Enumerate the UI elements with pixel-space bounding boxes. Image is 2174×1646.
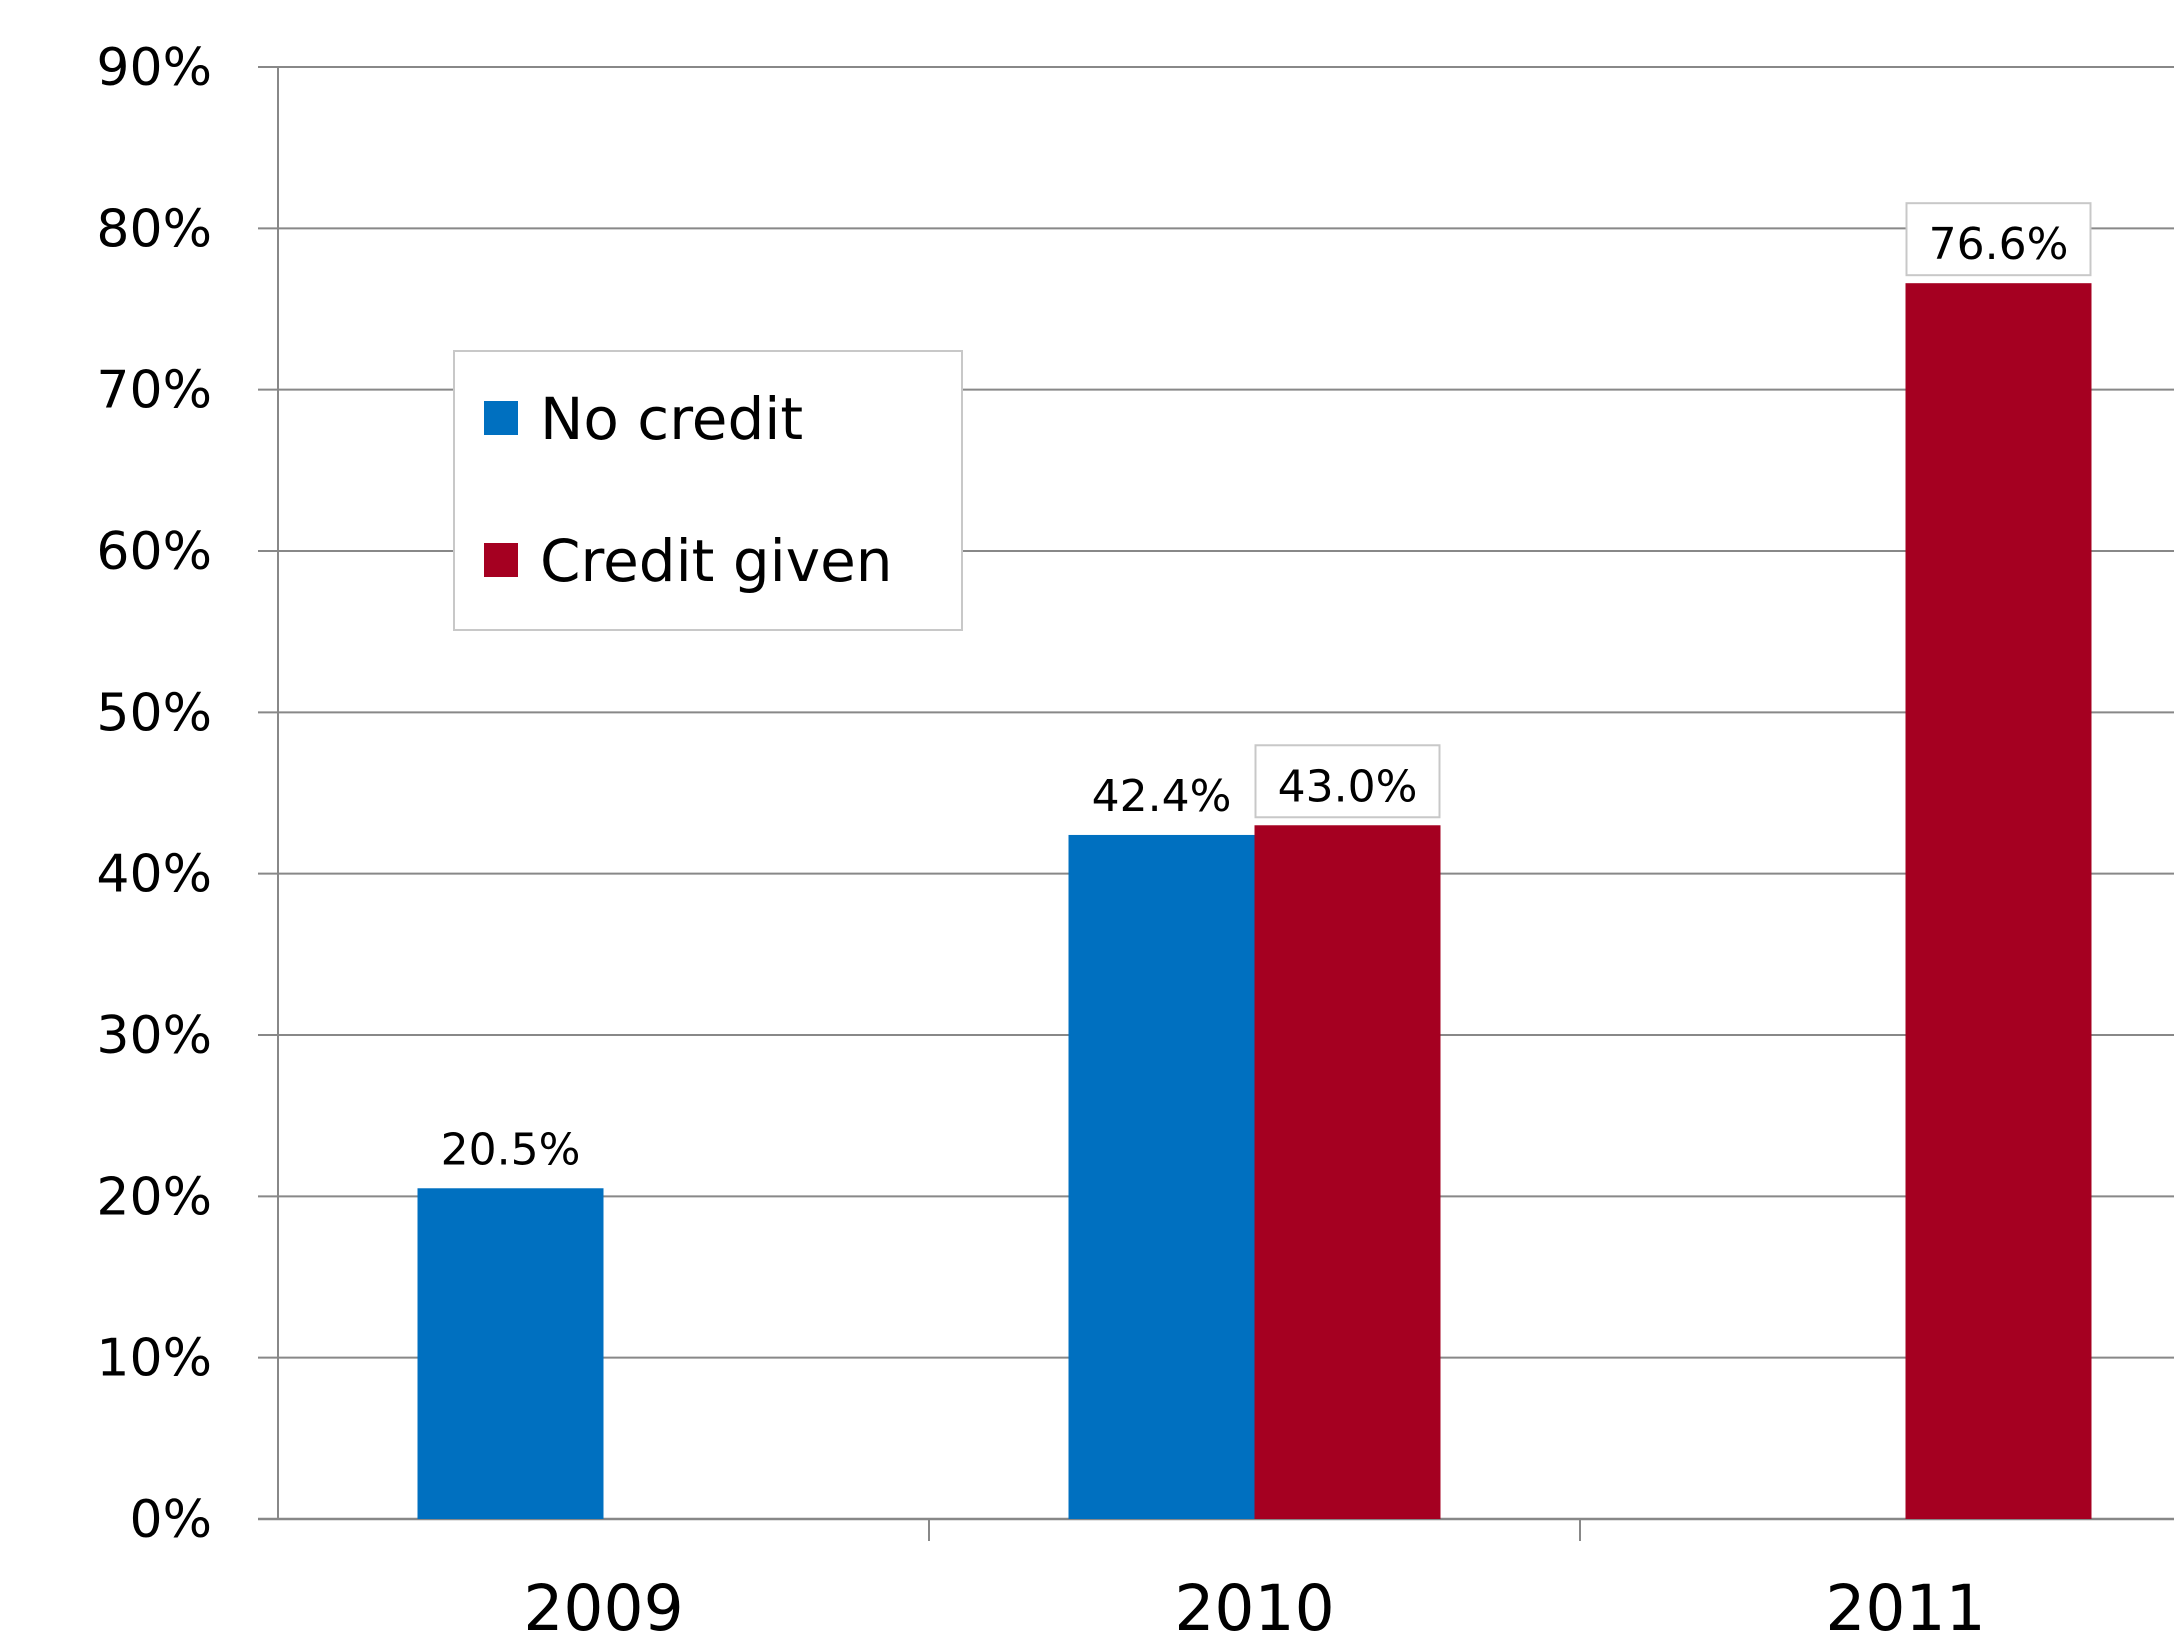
legend-label-no-credit: No credit [540, 385, 803, 453]
bar-no-credit-2009 [417, 1188, 604, 1519]
x-tick-label-2011: 2011 [1825, 1572, 1985, 1645]
data-label-box [1254, 744, 1441, 819]
y-tick-label: 0% [130, 1490, 213, 1550]
bar-credit-given-2010 [1254, 825, 1441, 1519]
x-tick-label-2009: 2009 [523, 1572, 683, 1645]
y-tick-label: 80% [96, 199, 212, 259]
legend-swatch-credit-given [484, 543, 518, 577]
legend-label-credit-given: Credit given [540, 527, 893, 595]
legend-swatch-no-credit [484, 401, 518, 435]
y-tick-label: 90% [96, 38, 212, 98]
bar-credit-given-2011 [1905, 283, 2092, 1520]
bar-no-credit-2010 [1068, 834, 1255, 1519]
data-label-no-credit-2010: 42.4% [1092, 771, 1232, 822]
y-tick-label: 50% [96, 683, 212, 743]
data-labels: 20.5% 42.4% 43.0% 76.6% [441, 202, 2092, 1175]
y-tick-label: 70% [96, 361, 212, 421]
y-tick-label: 10% [96, 1329, 212, 1389]
legend: No credit Credit given [453, 350, 963, 631]
y-tick-label: 40% [96, 845, 212, 905]
bars [417, 283, 2092, 1520]
x-tick-label-2010: 2010 [1174, 1572, 1334, 1645]
data-label-no-credit-2009: 20.5% [441, 1124, 581, 1175]
y-tick-label: 30% [96, 1006, 212, 1066]
data-label-credit-given-2011: 76.6% [1929, 219, 2069, 270]
legend-box [453, 350, 963, 631]
data-label-credit-given-2010: 43.0% [1278, 761, 1418, 812]
legend-items: No credit Credit given [484, 385, 893, 595]
y-tick-label: 60% [96, 522, 212, 582]
data-label-box [1905, 202, 2092, 277]
y-tick-label: 20% [96, 1167, 212, 1227]
